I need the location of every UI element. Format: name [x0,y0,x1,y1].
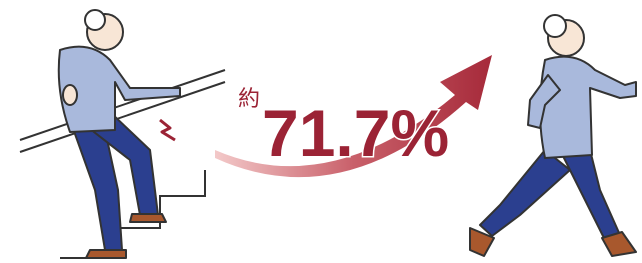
percent-label: 71.7% [262,96,449,170]
illustration: 約 71.7% [0,0,642,263]
page: {"annotation": {"prefix": "約", "value": … [0,0,642,263]
stairs [20,70,225,258]
prefix-label: 約 [238,87,260,112]
running-person [470,15,636,256]
climbing-person [59,10,180,258]
